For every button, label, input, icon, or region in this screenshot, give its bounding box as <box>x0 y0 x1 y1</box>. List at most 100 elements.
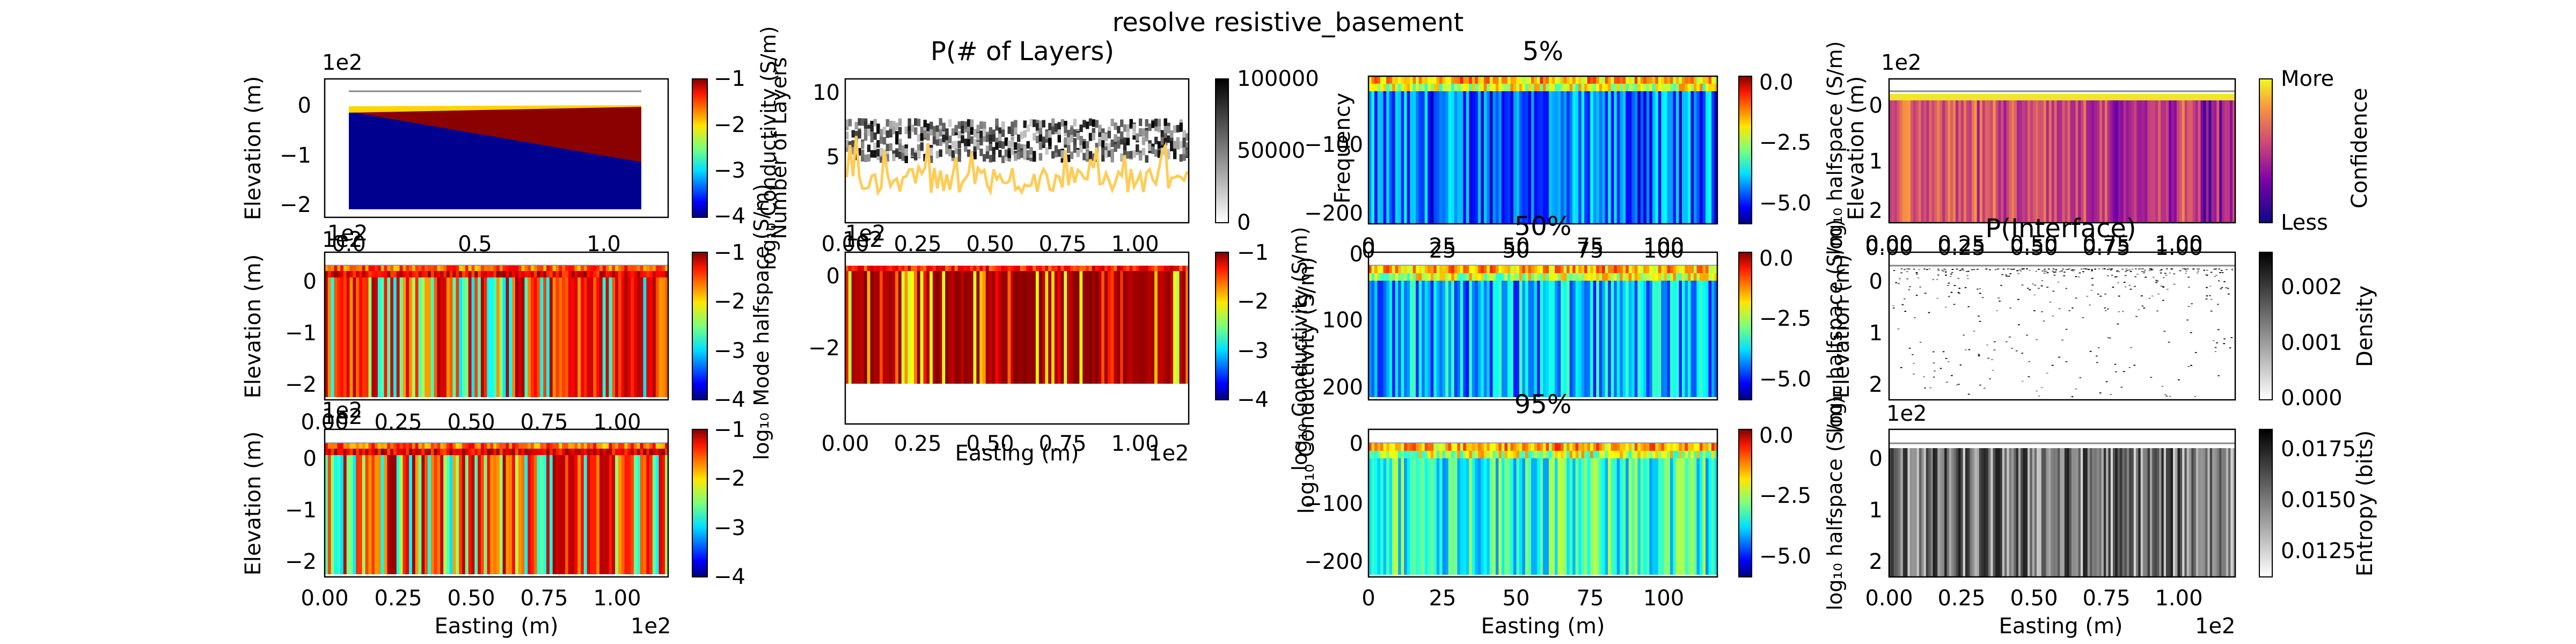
heat-cell <box>1643 451 1647 458</box>
heat-cell <box>627 443 631 449</box>
heat-cell <box>1501 91 1505 224</box>
interface-cell <box>2134 276 2136 277</box>
interface-cell <box>2061 270 2063 272</box>
interface-cell <box>2038 268 2040 270</box>
heat-cell <box>2112 100 2116 223</box>
heat-cell <box>2104 94 2108 100</box>
heat-cell <box>1977 448 1980 577</box>
heat-cell <box>1561 281 1564 397</box>
heat-cell <box>1658 281 1662 397</box>
interface-cell <box>2185 273 2187 274</box>
heat-cell <box>1495 266 1499 273</box>
heat-cell <box>2176 94 2180 100</box>
y-tick: −1 <box>280 143 311 168</box>
heat-cell <box>346 443 350 449</box>
heat-cell <box>1114 266 1117 271</box>
heat-cell <box>1451 84 1455 91</box>
heat-cell <box>1011 271 1014 384</box>
heat-cell <box>421 266 425 271</box>
heat-cell <box>1371 451 1375 458</box>
interface-cell <box>1958 288 1960 289</box>
posterior-cell <box>979 130 983 138</box>
heat-cell <box>1572 91 1576 224</box>
posterior-cell <box>885 154 889 162</box>
heat-cell <box>1442 266 1446 273</box>
heat-cell <box>1451 451 1455 458</box>
y-tick: 5 <box>826 145 840 170</box>
heat-cell <box>1546 91 1549 224</box>
heat-cell <box>487 443 491 449</box>
heat-cell <box>325 443 328 449</box>
panel-title: 95% <box>1514 390 1572 420</box>
colorbar-label: Number of Layers <box>767 57 791 239</box>
heat-cell <box>605 277 609 397</box>
heat-cell <box>1664 266 1667 273</box>
interface-cell <box>2124 286 2127 288</box>
heat-cell <box>1910 94 1914 100</box>
interface-cell <box>2217 304 2219 305</box>
posterior-cell <box>914 127 918 135</box>
heat-cell <box>643 449 647 455</box>
heat-cell <box>1519 91 1523 224</box>
x-ticks: 0.00 0.25 0.50 0.75 1.00 <box>301 586 641 611</box>
heat-cell <box>456 443 459 449</box>
posterior-cell <box>1076 149 1080 157</box>
heat-cell <box>1504 281 1508 397</box>
heat-cell <box>1132 266 1136 271</box>
posterior-cell <box>930 128 933 136</box>
heat-cell <box>1561 76 1564 84</box>
colorbar-tick: −5.0 <box>1759 367 1811 392</box>
heat-cell <box>346 277 350 397</box>
heat-cell <box>437 271 441 277</box>
heat-cell <box>1664 443 1667 451</box>
heat-cell <box>1454 451 1458 458</box>
heat-cell <box>1561 458 1564 575</box>
interface-cell <box>2130 347 2132 348</box>
heat-cell <box>1430 84 1434 91</box>
heat-cell <box>456 455 459 574</box>
posterior-cell <box>1038 120 1043 128</box>
heat-cell <box>1167 266 1170 271</box>
interface-cell <box>2104 307 2106 309</box>
heat-cell <box>468 266 472 271</box>
heat-cell <box>1416 458 1419 575</box>
heat-cell <box>537 455 540 574</box>
heat-cell <box>1445 91 1449 224</box>
interface-cell <box>2059 271 2061 273</box>
heat-cell <box>1675 76 1679 84</box>
heat-cell <box>1401 266 1404 273</box>
heat-cell <box>1510 443 1514 451</box>
interface-cell <box>2205 298 2208 300</box>
heat-cell <box>390 455 394 574</box>
interface-cell <box>1993 349 1996 351</box>
heat-cell <box>487 449 491 455</box>
heat-cell <box>1407 273 1410 281</box>
heat-cell <box>1714 84 1718 91</box>
heat-cell <box>1611 458 1614 575</box>
heat-cell <box>1492 266 1496 273</box>
y-tick: 2 <box>1869 372 1883 397</box>
heat-cell <box>1004 266 1008 271</box>
heat-cell <box>1507 451 1511 458</box>
x-tick: 0.25 <box>894 431 941 456</box>
heat-cell <box>2094 100 2097 223</box>
posterior-cell <box>1117 136 1121 144</box>
heat-cell <box>1410 84 1414 91</box>
heat-cell <box>506 266 509 271</box>
heat-cell <box>1966 100 1970 223</box>
heat-cell <box>1404 91 1408 224</box>
interface-cell <box>2057 281 2060 283</box>
interface-cell <box>1989 378 1991 379</box>
interface-cell <box>2156 310 2158 312</box>
heat-cell <box>1637 458 1641 575</box>
heat-cell <box>2073 94 2076 100</box>
posterior-cell <box>989 134 992 142</box>
heat-cell <box>646 443 650 449</box>
heat-cell <box>590 449 594 455</box>
heat-cell <box>2156 448 2160 577</box>
heat-cell <box>577 449 581 455</box>
heat-cell <box>555 443 559 449</box>
interface-cell <box>2041 311 2043 312</box>
heat-cell <box>1436 458 1440 575</box>
heat-cell <box>1608 443 1612 451</box>
